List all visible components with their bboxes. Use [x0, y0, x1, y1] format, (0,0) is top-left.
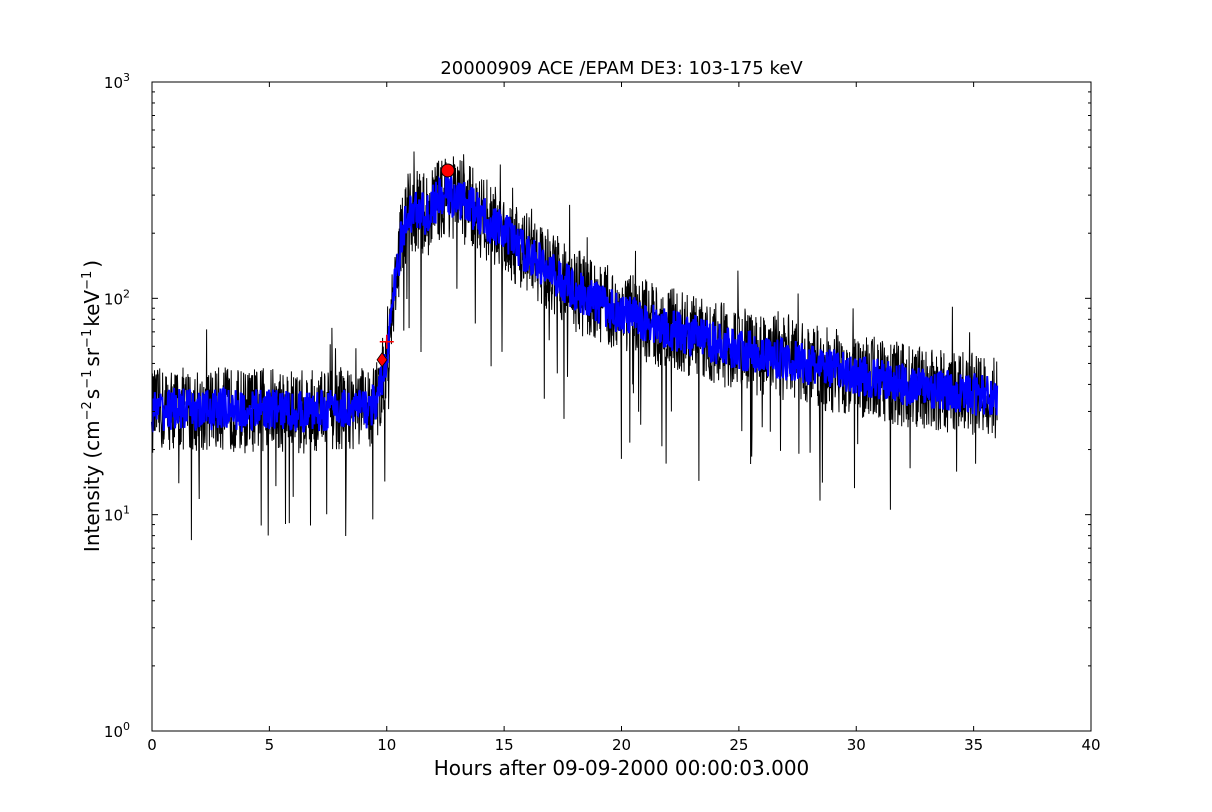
- onset-plus-marker: [379, 334, 394, 349]
- x-tick-label: 30: [847, 736, 866, 754]
- x-tick-label: 25: [729, 736, 748, 754]
- y-label-kev: keV: [80, 290, 104, 327]
- x-tick-label: 0: [147, 736, 157, 754]
- x-axis-label: Hours after 09-09-2000 00:00:03.000: [434, 756, 810, 780]
- y-label-prefix: Intensity (cm: [80, 420, 104, 552]
- y-tick-label: 103: [104, 71, 130, 92]
- y-label-suffix: ): [80, 260, 104, 268]
- tick-layer: 0 5 10 15 20 25 30 35 40 100 101 102 103: [104, 71, 1101, 754]
- series-smoothed-line: [151, 175, 999, 433]
- x-tick-label: 5: [265, 736, 275, 754]
- x-tick-label: 40: [1081, 736, 1100, 754]
- y-label-s: s: [80, 389, 104, 399]
- onset-diamond-marker: [376, 352, 388, 368]
- y-label-exp2: −1: [80, 370, 95, 389]
- y-label-exp4: −1: [80, 271, 95, 290]
- y-tick-label: 101: [104, 504, 130, 525]
- y-label-exp1: −2: [80, 401, 95, 420]
- y-tick-label: 100: [104, 720, 130, 741]
- y-label-exp3: −1: [80, 329, 95, 348]
- y-label-sr: sr: [80, 347, 104, 366]
- x-tick-label: 35: [964, 736, 983, 754]
- y-axis-label: Intensity (cm−2s−1sr−1keV−1): [80, 260, 104, 552]
- series-layer: [151, 151, 999, 541]
- marker-layer: [376, 163, 455, 368]
- peak-marker: [440, 163, 455, 178]
- x-tick-label: 20: [612, 736, 631, 754]
- y-tick-label: 102: [104, 287, 130, 308]
- x-tick-label: 15: [495, 736, 514, 754]
- chart-title: 20000909 ACE /EPAM DE3: 103-175 keV: [440, 58, 803, 79]
- x-tick-label: 10: [377, 736, 396, 754]
